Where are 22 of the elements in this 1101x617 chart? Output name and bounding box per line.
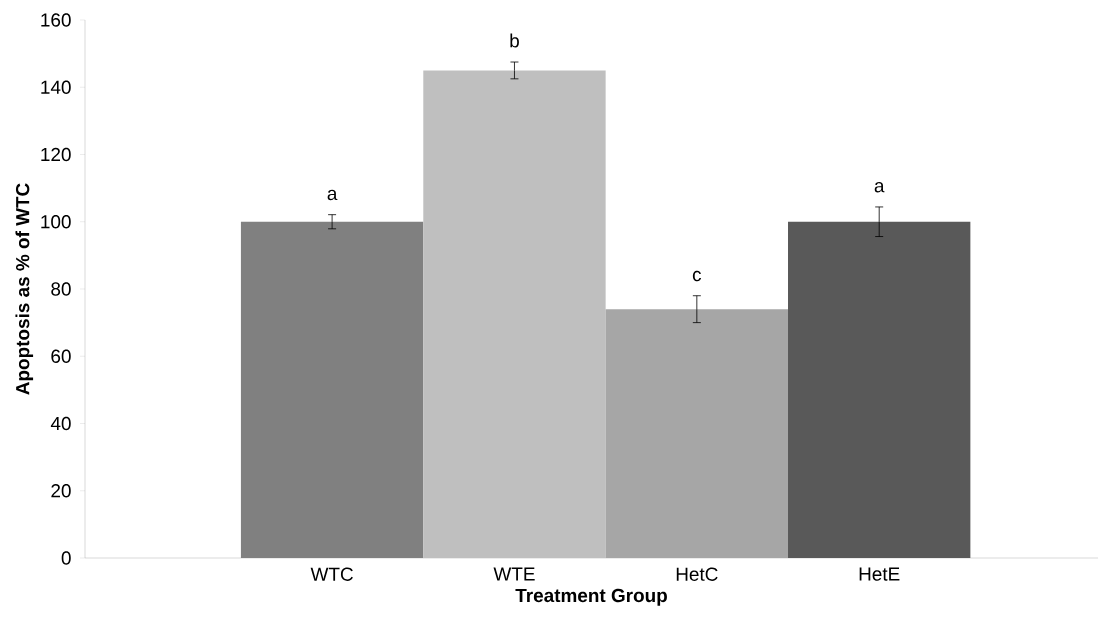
y-tick-label: 0 [61,551,71,565]
annotation: a [874,182,885,193]
annotation: c [692,270,702,282]
x-tick-label: WTE [493,567,535,581]
y-tick-label: 20 [51,484,71,498]
x-tick-label: HetE [859,567,900,581]
y-tick-label: 80 [51,282,71,296]
y-tick-label: 40 [50,416,71,431]
y-tick-label: 100 [41,215,71,229]
y-tick-label: 160 [41,13,71,27]
y-axis-title: Apoptosis as % of WTC [15,183,34,395]
x-axis-title: Treatment Group [515,588,667,606]
y-tick-label: 120 [41,147,71,162]
bar [788,221,971,558]
y-tick-label: 140 [41,80,71,94]
annotation: b [510,33,519,48]
y-tick-label: 60 [51,349,71,363]
x-tick-label: HetC [676,567,718,581]
annotation: a [327,189,338,201]
x-tick-label: WTC [310,567,353,581]
bar [423,70,606,558]
bar [240,221,424,558]
